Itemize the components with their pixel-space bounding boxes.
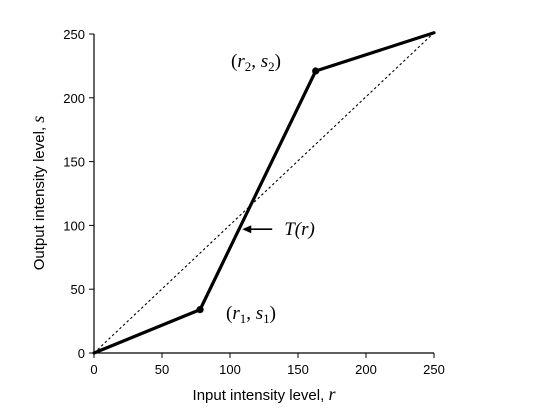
control-points: [196, 67, 320, 314]
x-tick-label: 50: [155, 362, 169, 377]
control-point-1: [196, 306, 204, 314]
y-tick-label: 250: [63, 27, 85, 42]
annotations: (r1, s1) (r2, s2) T(r): [226, 51, 315, 326]
axes: 0 50 100 150 200 250 0 50 100 150 200 250 Input inte…: [28, 27, 445, 404]
x-axis-label: Input intensity level, r: [193, 384, 337, 404]
function-label-arrowhead: [242, 225, 252, 234]
x-tick-label: 150: [287, 362, 309, 377]
transformation-curve: [92, 31, 436, 355]
y-tick-label: 100: [63, 218, 85, 233]
x-tick-label: 100: [219, 362, 241, 377]
identity-diagonal-line: [93, 32, 435, 354]
y-tick-label: 200: [63, 91, 85, 106]
control-point-label-2: (r2, s2): [231, 51, 281, 74]
control-point-label-1: (r1, s1): [226, 303, 276, 326]
y-axis-label: Output intensity level, s: [28, 116, 48, 271]
y-tick-label: 150: [63, 155, 85, 170]
control-point-2: [312, 67, 320, 75]
x-tick-label: 200: [355, 362, 377, 377]
x-tick-label: 0: [90, 362, 97, 377]
function-label: T(r): [284, 219, 315, 240]
series-layer: [92, 31, 436, 355]
y-tick-label: 50: [71, 282, 85, 297]
y-tick-label: 0: [78, 346, 85, 361]
x-tick-label: 250: [423, 362, 445, 377]
